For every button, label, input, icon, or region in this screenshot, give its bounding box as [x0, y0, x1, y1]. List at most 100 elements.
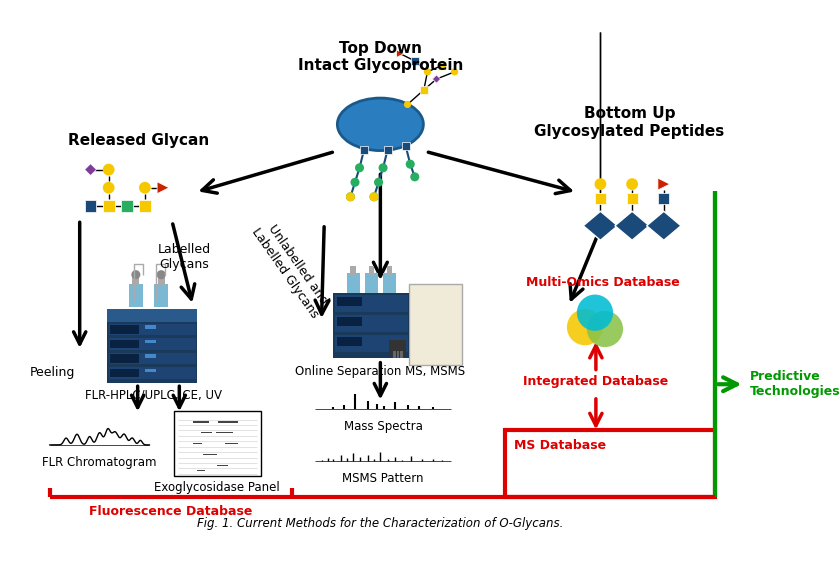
- Bar: [225, 443, 239, 444]
- Circle shape: [577, 294, 613, 331]
- Text: Online Separation MS, MSMS: Online Separation MS, MSMS: [296, 365, 465, 378]
- Bar: [337, 297, 362, 306]
- Bar: [218, 422, 239, 423]
- Bar: [365, 273, 378, 293]
- Bar: [111, 355, 139, 362]
- Bar: [144, 355, 155, 358]
- Polygon shape: [396, 50, 404, 57]
- Bar: [144, 340, 155, 343]
- Bar: [335, 315, 407, 332]
- Text: Fluorescence Database: Fluorescence Database: [89, 505, 252, 518]
- Bar: [144, 369, 155, 373]
- Text: FLR Chromatogram: FLR Chromatogram: [42, 456, 157, 469]
- Circle shape: [355, 164, 364, 173]
- Bar: [390, 340, 406, 356]
- Circle shape: [102, 164, 114, 175]
- Ellipse shape: [338, 98, 423, 151]
- Circle shape: [595, 178, 606, 190]
- Bar: [659, 193, 669, 204]
- Circle shape: [374, 178, 383, 187]
- Polygon shape: [583, 211, 617, 240]
- Bar: [193, 443, 202, 444]
- Text: Unlabelled and
Labelled Glycans: Unlabelled and Labelled Glycans: [249, 217, 333, 321]
- Text: Top Down
Intact Glycoprotein: Top Down Intact Glycoprotein: [297, 41, 463, 74]
- Bar: [409, 284, 462, 365]
- Bar: [350, 266, 356, 275]
- Bar: [201, 432, 212, 433]
- Polygon shape: [658, 178, 669, 190]
- Text: Integrated Database: Integrated Database: [523, 375, 669, 388]
- Bar: [144, 325, 155, 329]
- Polygon shape: [85, 164, 97, 175]
- Bar: [333, 293, 409, 358]
- Circle shape: [157, 270, 165, 279]
- Bar: [218, 465, 228, 466]
- Bar: [111, 340, 139, 348]
- Polygon shape: [647, 211, 681, 240]
- Text: Peeling: Peeling: [29, 366, 75, 379]
- Bar: [396, 351, 399, 358]
- Bar: [108, 324, 196, 336]
- Text: MS Database: MS Database: [514, 438, 606, 452]
- Bar: [108, 338, 196, 350]
- Circle shape: [587, 311, 623, 347]
- Circle shape: [346, 192, 355, 201]
- Bar: [383, 273, 396, 293]
- Bar: [420, 86, 428, 94]
- Circle shape: [406, 160, 415, 169]
- Bar: [402, 142, 410, 150]
- Bar: [154, 284, 169, 307]
- Bar: [102, 200, 114, 212]
- Polygon shape: [615, 211, 649, 240]
- Bar: [337, 317, 362, 327]
- Bar: [384, 146, 391, 154]
- Bar: [347, 273, 360, 293]
- Bar: [393, 351, 396, 358]
- Circle shape: [131, 270, 140, 279]
- Bar: [107, 309, 197, 383]
- Bar: [111, 369, 139, 377]
- Text: Bottom Up
Glycosylated Peptides: Bottom Up Glycosylated Peptides: [534, 106, 725, 139]
- Polygon shape: [157, 182, 169, 193]
- Bar: [506, 429, 716, 497]
- Circle shape: [346, 192, 355, 201]
- Text: Exoglycosidase Panel: Exoglycosidase Panel: [155, 481, 281, 494]
- Bar: [85, 200, 97, 212]
- Bar: [627, 193, 638, 204]
- Circle shape: [404, 101, 411, 108]
- Text: Mass Spectra: Mass Spectra: [344, 420, 423, 433]
- Circle shape: [102, 182, 114, 193]
- Circle shape: [627, 178, 638, 190]
- Bar: [107, 309, 197, 322]
- Bar: [108, 367, 196, 379]
- Text: Predictive
Technologies: Predictive Technologies: [750, 370, 840, 398]
- Circle shape: [370, 192, 379, 201]
- Text: MSMS Pattern: MSMS Pattern: [343, 472, 424, 485]
- Circle shape: [410, 173, 419, 182]
- Circle shape: [379, 164, 387, 173]
- Bar: [193, 422, 209, 423]
- Bar: [158, 277, 165, 285]
- Bar: [401, 351, 403, 358]
- Bar: [174, 410, 260, 475]
- Text: Labelled
Glycans: Labelled Glycans: [157, 243, 210, 271]
- Circle shape: [424, 68, 431, 75]
- Text: Fig. 1. Current Methods for the Characterization of O-Glycans.: Fig. 1. Current Methods for the Characte…: [197, 517, 564, 530]
- Bar: [132, 277, 139, 285]
- Circle shape: [350, 178, 360, 187]
- Bar: [335, 336, 407, 352]
- Bar: [202, 454, 218, 455]
- Circle shape: [139, 182, 151, 193]
- Bar: [129, 284, 143, 307]
- Polygon shape: [433, 75, 441, 83]
- Bar: [111, 325, 139, 333]
- Bar: [337, 337, 362, 346]
- Circle shape: [567, 309, 603, 345]
- Bar: [217, 432, 233, 433]
- Circle shape: [370, 192, 379, 201]
- Text: Released Glycan: Released Glycan: [68, 133, 209, 148]
- Bar: [386, 266, 392, 275]
- Circle shape: [451, 68, 459, 75]
- Bar: [121, 200, 133, 212]
- Bar: [108, 352, 196, 364]
